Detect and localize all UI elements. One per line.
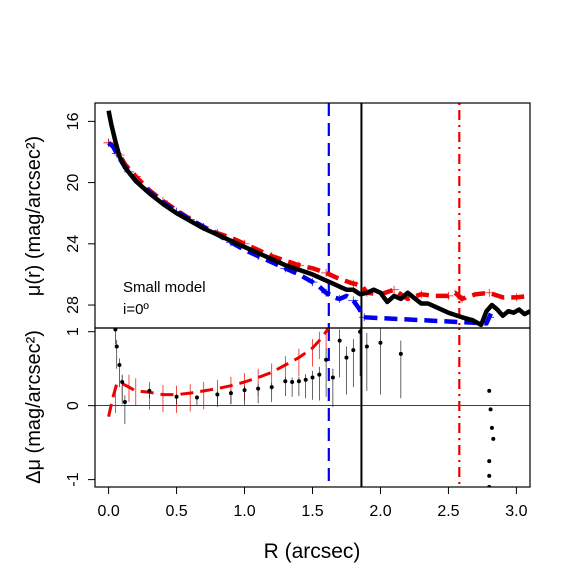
residual-point (114, 344, 119, 349)
residual-point (491, 436, 496, 441)
xtick-label-3: 1.5 (301, 503, 323, 520)
top-y-axis-label: μ(r) (mag/arcsec²) (23, 136, 45, 296)
top-vlines (327, 103, 461, 328)
residual-point (303, 377, 308, 382)
bottom-ytick-label-2: 1 (65, 327, 82, 336)
residual-point (113, 328, 118, 332)
residual-point (488, 407, 493, 412)
top-series-1 (107, 141, 494, 326)
bottom-y-axis-label: Δμ (mag/arcsec²) (23, 330, 45, 484)
residual-point (358, 329, 363, 334)
top-black-series-0 (106, 110, 530, 328)
xtick-label-0: 0.0 (97, 503, 119, 520)
residual-point (283, 379, 288, 384)
residual-point (324, 357, 329, 362)
annotation-line-2: i=0º (123, 301, 149, 318)
x-axis-label: R (arcsec) (264, 540, 361, 563)
residual-point (487, 388, 492, 393)
top-ytick-label-2: 24 (65, 235, 82, 253)
xtick-label-2: 1.0 (233, 503, 255, 520)
residual-point (215, 392, 220, 397)
top-ytick-label-1: 20 (65, 174, 82, 192)
residual-point (117, 362, 122, 367)
x-axis-ticks: 0.0 0.5 1.0 1.5 2.0 2.5 3.0 (97, 487, 528, 520)
residual-point (310, 375, 315, 380)
top-ytick-label-0: 16 (65, 112, 82, 130)
xtick-label-1: 0.5 (165, 503, 187, 520)
annotation-line-1: Small model (123, 279, 206, 296)
top-series (103, 110, 530, 328)
residual-point (147, 388, 152, 393)
top-panel: 16 20 24 28 Small model i=0º μ(r) (mag/arcs… (23, 102, 531, 329)
residual-point (256, 386, 261, 391)
bottom-ytick-label-1: 0 (65, 401, 82, 410)
residual-point (296, 379, 301, 384)
residual-point (378, 340, 383, 345)
residual-point (330, 375, 335, 380)
top-series-0 (107, 141, 530, 302)
residual-point (487, 473, 492, 478)
residual-point (398, 351, 403, 356)
bottom-panel: -1 0 1 0.0 0.5 1.0 1.5 2.0 2.5 3.0 R (arcsec) Δμ… (23, 327, 531, 563)
bottom-series (107, 328, 331, 418)
residual-point (290, 379, 295, 384)
residual-point (228, 391, 233, 396)
residual-point (194, 395, 199, 400)
bottom-vlines (327, 328, 461, 487)
xtick-label-4: 2.0 (369, 503, 391, 520)
bottom-errorbars (115, 328, 402, 425)
residual-point (489, 425, 494, 430)
xtick-label-6: 3.0 (505, 503, 527, 520)
bottom-ytick-label-0: -1 (65, 472, 82, 486)
residual-point (242, 388, 247, 393)
residual-point (122, 399, 127, 404)
residual-point (269, 385, 274, 390)
residual-point (337, 338, 342, 343)
xtick-label-5: 2.5 (437, 503, 459, 520)
residual-point (487, 459, 492, 464)
residual-point (174, 394, 179, 399)
residual-point (364, 344, 369, 349)
bottom-y-axis-ticks: -1 0 1 (65, 327, 95, 487)
residual-point (351, 348, 356, 353)
residual-point (317, 372, 322, 377)
residual-point (120, 379, 125, 384)
top-y-axis-ticks: 16 20 24 28 (65, 112, 95, 314)
top-ytick-label-3: 28 (65, 296, 82, 314)
bottom-points (113, 328, 496, 487)
bottom-series-0 (107, 328, 331, 418)
residual-point (344, 355, 349, 360)
